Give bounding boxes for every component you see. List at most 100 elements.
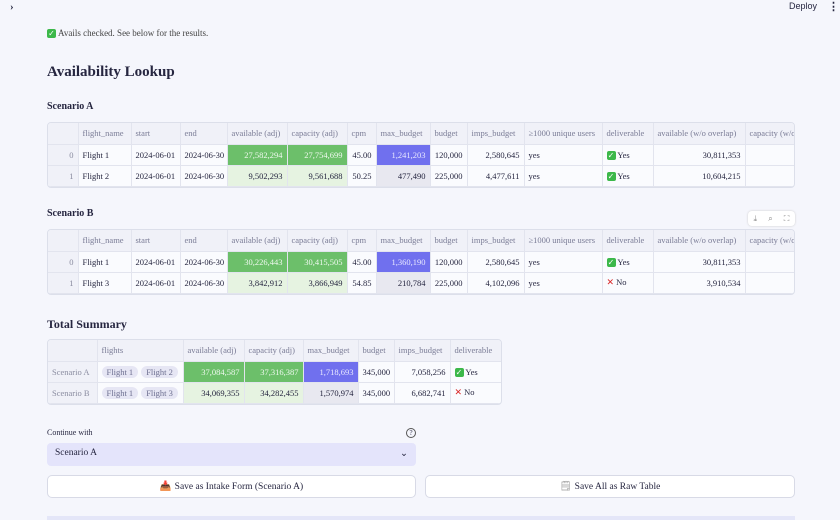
table-cell: 27,582,294 (227, 144, 288, 166)
column-header[interactable]: capacity (adj) (287, 230, 348, 252)
column-header[interactable]: imps_budget (467, 123, 525, 145)
summary-table[interactable]: flights available (adj) capacity (adj) max_… (47, 339, 502, 405)
table-cell: 30,811,353 (653, 251, 746, 273)
column-header[interactable] (48, 230, 79, 252)
deliverable-value: Yes (617, 170, 630, 181)
table-cell: 4,102,096 (467, 272, 525, 294)
table-row: Scenario A Flight 1 Flight 2 37,084,587 37,3… (48, 361, 501, 383)
save-raw-label: Save All as Raw Table (574, 481, 661, 492)
help-icon[interactable]: ? (406, 428, 416, 438)
column-header[interactable]: available (w/o overlap) (653, 123, 746, 145)
column-header[interactable]: max_budget (376, 230, 431, 252)
deploy-button[interactable]: Deploy (789, 1, 818, 11)
sidebar-expand-icon[interactable]: › (10, 1, 14, 13)
table-cell: 2024-06-01 (131, 165, 181, 187)
column-header[interactable]: start (131, 230, 181, 252)
column-header[interactable]: imps_budget (394, 340, 451, 362)
continue-value: Scenario A (55, 448, 97, 458)
column-header[interactable]: capacity (w/o (745, 123, 794, 145)
flight-pill: Flight 1 (101, 365, 139, 378)
deliverable-value: Yes (465, 366, 478, 377)
column-header[interactable]: budget (430, 230, 468, 252)
column-header[interactable]: max_budget (303, 340, 359, 362)
column-header[interactable]: flights (97, 340, 184, 362)
scenario-b-title: Scenario B (47, 208, 94, 219)
column-header[interactable]: budget (358, 340, 395, 362)
table-row: 0 Flight 1 2024-06-01 2024-06-30 30,226,443 3… (48, 251, 794, 273)
table-cell: 120,000 (430, 144, 468, 166)
download-icon[interactable]: ⤓ (753, 213, 758, 223)
column-header[interactable]: available (w/o overlap) (653, 230, 746, 252)
main-menu-icon[interactable]: ⋮ (828, 1, 839, 13)
column-header[interactable]: capacity (w/o (745, 230, 794, 252)
column-header[interactable]: deliverable (450, 340, 501, 362)
column-header[interactable] (48, 340, 98, 362)
table-cell: 3,866,949 (287, 272, 348, 294)
column-header[interactable]: deliverable (602, 123, 654, 145)
flight-pill: Flight 2 (141, 365, 178, 378)
table-cell: 477,490 (376, 165, 431, 187)
column-header[interactable]: available (adj) (183, 340, 245, 362)
column-header[interactable]: start (131, 123, 181, 145)
table-cell: 1 (48, 165, 79, 187)
table-cell: 4,477,611 (467, 165, 525, 187)
chevron-down-icon: ⌄ (400, 449, 408, 459)
column-header[interactable]: end (180, 123, 228, 145)
column-header[interactable]: max_budget (376, 123, 431, 145)
table-cell: yes (524, 272, 603, 294)
check-icon: ✓ (606, 257, 616, 267)
table-cell: 45.00 (347, 144, 377, 166)
column-header[interactable]: imps_budget (467, 230, 525, 252)
table-cell: 30,415,505 (287, 251, 348, 273)
save-raw-button[interactable]: 🗒 Save All as Raw Table (425, 475, 795, 498)
table-cell: 345,000 (358, 382, 395, 404)
table-row: 1 Flight 3 2024-06-01 2024-06-30 3,842,912 3,… (48, 272, 794, 294)
search-icon[interactable]: ⌕ (768, 213, 773, 223)
scenario-a-title: Scenario A (47, 101, 94, 112)
fullscreen-icon[interactable]: ⛶ (783, 213, 790, 223)
column-header[interactable]: flight_name (78, 123, 132, 145)
table-cell: 2024-06-30 (180, 165, 228, 187)
column-header[interactable]: available (adj) (227, 123, 288, 145)
column-header[interactable]: available (adj) (227, 230, 288, 252)
table-cell: 2024-06-01 (131, 272, 181, 294)
scenario-b-table[interactable]: flight_name start end available (adj) capaci… (47, 229, 795, 295)
table-toolbar: ⤓ ⌕ ⛶ (748, 211, 795, 226)
table-cell: 34,282,455 (244, 382, 304, 404)
table-cell: 1,360,190 (376, 251, 431, 273)
check-icon: ✓ (454, 367, 464, 377)
notepad-icon: 🗒 (559, 482, 572, 492)
column-header[interactable]: budget (430, 123, 468, 145)
table-cell: yes (524, 144, 603, 166)
save-intake-button[interactable]: 📥 Save as Intake Form (Scenario A) (47, 475, 416, 498)
column-header[interactable]: ≥1000 unique users (524, 230, 603, 252)
table-cell: 0 (48, 251, 79, 273)
row-label: Scenario A (48, 361, 98, 383)
deliverable-value: Yes (617, 256, 630, 267)
page-title: Availability Lookup (47, 64, 175, 80)
continue-select[interactable]: Scenario A ⌄ (47, 443, 416, 466)
column-header[interactable]: end (180, 230, 228, 252)
table-cell: 54.85 (347, 272, 377, 294)
scenario-a-table[interactable]: flight_name start end available (adj) capaci… (47, 122, 795, 188)
table-cell: 37,084,587 (183, 361, 245, 383)
column-header[interactable]: capacity (adj) (244, 340, 304, 362)
column-header[interactable]: flight_name (78, 230, 132, 252)
table-cell: 27,754,699 (287, 144, 348, 166)
summary-title: Total Summary (47, 317, 127, 331)
column-header[interactable]: cpm (347, 230, 377, 252)
table-cell: 2024-06-30 (180, 144, 228, 166)
column-header[interactable]: capacity (adj) (287, 123, 348, 145)
column-header[interactable]: deliverable (602, 230, 654, 252)
column-header[interactable]: ≥1000 unique users (524, 123, 603, 145)
column-header[interactable] (48, 123, 79, 145)
deliverable-cell: ✓ Yes (602, 144, 654, 166)
flight-pill: Flight 1 (101, 386, 139, 399)
table-cell: 7,058,256 (394, 361, 451, 383)
table-cell: 1,570,974 (303, 382, 359, 404)
table-cell: 6,682,741 (394, 382, 451, 404)
inbox-icon: 📥 (159, 482, 172, 492)
table-cell: 3 (745, 251, 794, 273)
column-header[interactable]: cpm (347, 123, 377, 145)
table-cell: yes (524, 251, 603, 273)
